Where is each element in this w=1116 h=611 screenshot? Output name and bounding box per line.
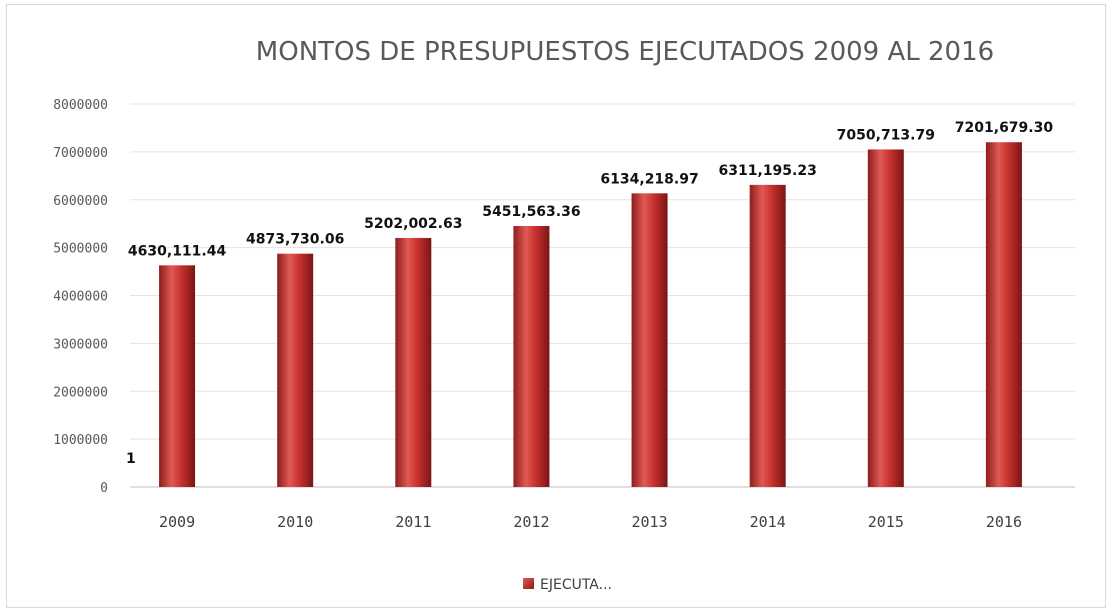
x-tick-label: 2012 [513,513,549,531]
data-label: 4630,111.44 [128,243,227,259]
data-label: 4873,730.06 [246,232,344,248]
data-label: 6311,195.23 [719,163,817,179]
x-tick-label: 2013 [632,513,668,531]
y-tick-label: 8000000 [53,98,108,113]
data-label: 7050,713.79 [837,127,935,143]
bar [867,149,904,487]
data-label: 5202,002.63 [364,216,462,232]
x-tick-label: 2010 [277,513,313,531]
bar [749,184,786,487]
x-tick-label: 2014 [750,513,786,531]
legend-label: EJECUTA... [540,577,612,593]
y-tick-label: 7000000 [53,146,108,161]
data-label: 5451,563.36 [482,204,580,220]
bar [159,265,196,487]
y-tick-label: 5000000 [53,242,108,257]
y-tick-label: 1000000 [53,433,108,448]
x-tick-label: 2009 [159,513,195,531]
x-tick-label: 2016 [986,513,1022,531]
x-axis-categories: 2009 2010 2011 2012 2013 2014 2015 2016 [159,513,1022,531]
data-label: 6134,218.97 [600,171,698,187]
annotation-label: 1 [126,451,136,467]
y-tick-label: 4000000 [53,290,108,305]
legend: EJECUTA... [523,577,612,593]
bar [277,253,314,487]
legend-swatch [523,578,534,589]
bar [631,193,668,487]
bar [513,226,550,487]
x-tick-label: 2015 [868,513,904,531]
y-tick-label: 2000000 [53,385,108,400]
data-labels: 4630,111.44 4873,730.06 5202,002.63 5451,56… [128,120,1053,259]
y-axis-ticks: 0 1000000 2000000 3000000 4000000 5000000 6000… [53,98,108,496]
y-tick-label: 6000000 [53,194,108,209]
bars [159,142,1022,487]
bar [985,142,1022,487]
bar [395,237,432,487]
x-tick-label: 2011 [395,513,431,531]
chart-title: MONTOS DE PRESUPUESTOS EJECUTADOS 2009 A… [256,37,994,67]
y-tick-label: 3000000 [53,337,108,352]
y-tick-label: 0 [100,481,108,496]
gridlines [130,103,1075,488]
data-label: 7201,679.30 [955,120,1054,136]
